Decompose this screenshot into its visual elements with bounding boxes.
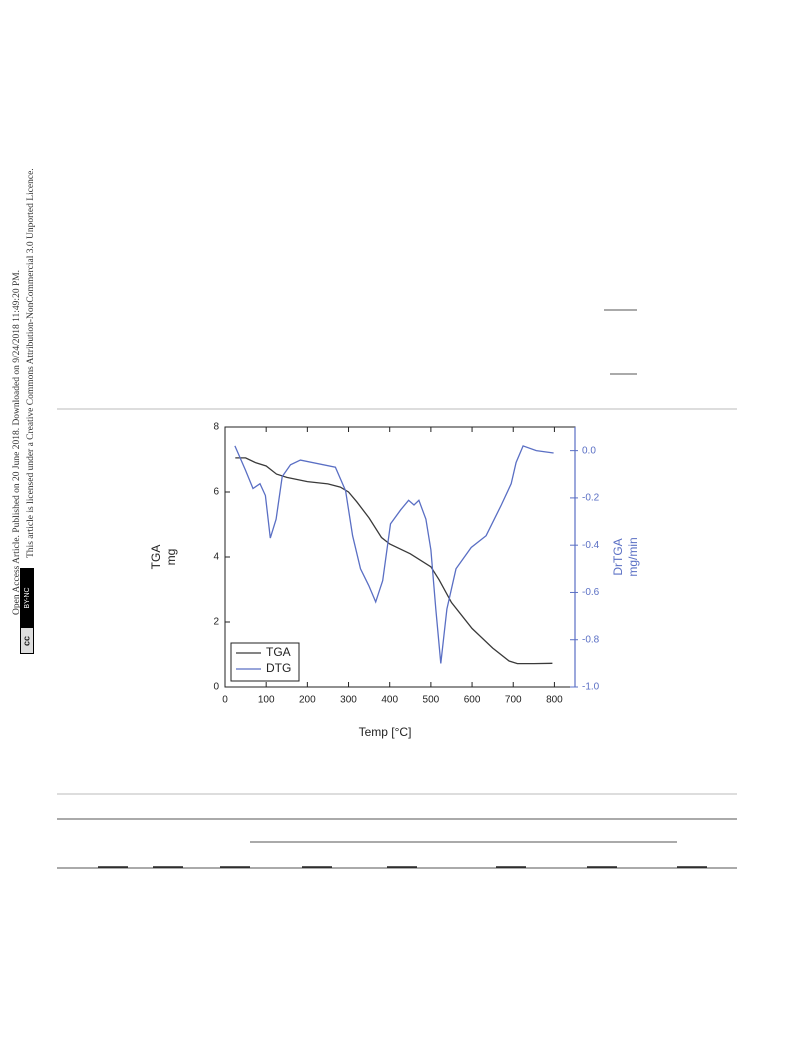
y2-tick-label: -0.6 [582,587,600,598]
y2-tick-label: -1.0 [582,682,600,693]
y-tick-label: 8 [213,422,219,433]
x-tick-label: 700 [505,695,522,706]
y-tick-label: 4 [213,552,219,563]
legend-label: TGA [266,645,291,659]
x-tick-label: 300 [340,695,357,706]
x-tick-label: 100 [258,695,275,706]
license-badge: cc BY-NC [20,568,34,654]
x-tick-label: 600 [464,695,481,706]
legend-label: DTG [266,661,291,675]
x-tick-label: 0 [222,695,228,706]
sidebar-line: This article is licensed under a Creativ… [26,168,36,558]
y-axis-label: TGA [149,545,163,570]
y2-tick-label: 0.0 [582,445,596,456]
y2-tick-label: -0.8 [582,634,600,645]
y-axis-label: mg [164,549,178,566]
x-tick-label: 400 [381,695,398,706]
y-tick-label: 2 [213,617,219,628]
sidebar-line: Open Access Article. Published on 20 Jun… [12,270,22,615]
y-tick-label: 0 [213,682,219,693]
badge-cc-bg [21,628,33,653]
series-line [234,445,554,664]
badge-license: BY-NC [24,587,31,608]
x-tick-label: 800 [546,695,563,706]
badge-cc: cc [21,636,31,646]
x-axis-label: Temp [°C] [359,725,412,739]
chart: 0 100 200 300 400 500 600 700 800 0 2 4 6 8 -1.0 -0.8 -0… [149,422,640,740]
x-tick-label: 500 [423,695,440,706]
y2-tick-label: -0.2 [582,493,600,504]
y-tick-label: 6 [213,487,219,498]
x-tick-label: 200 [299,695,316,706]
series-line [235,457,553,665]
y2-axis-label: DrTGA [611,538,625,575]
legend-box [230,642,300,682]
y2-tick-label: -0.4 [582,540,600,551]
y2-axis-label: mg/min [626,537,640,576]
